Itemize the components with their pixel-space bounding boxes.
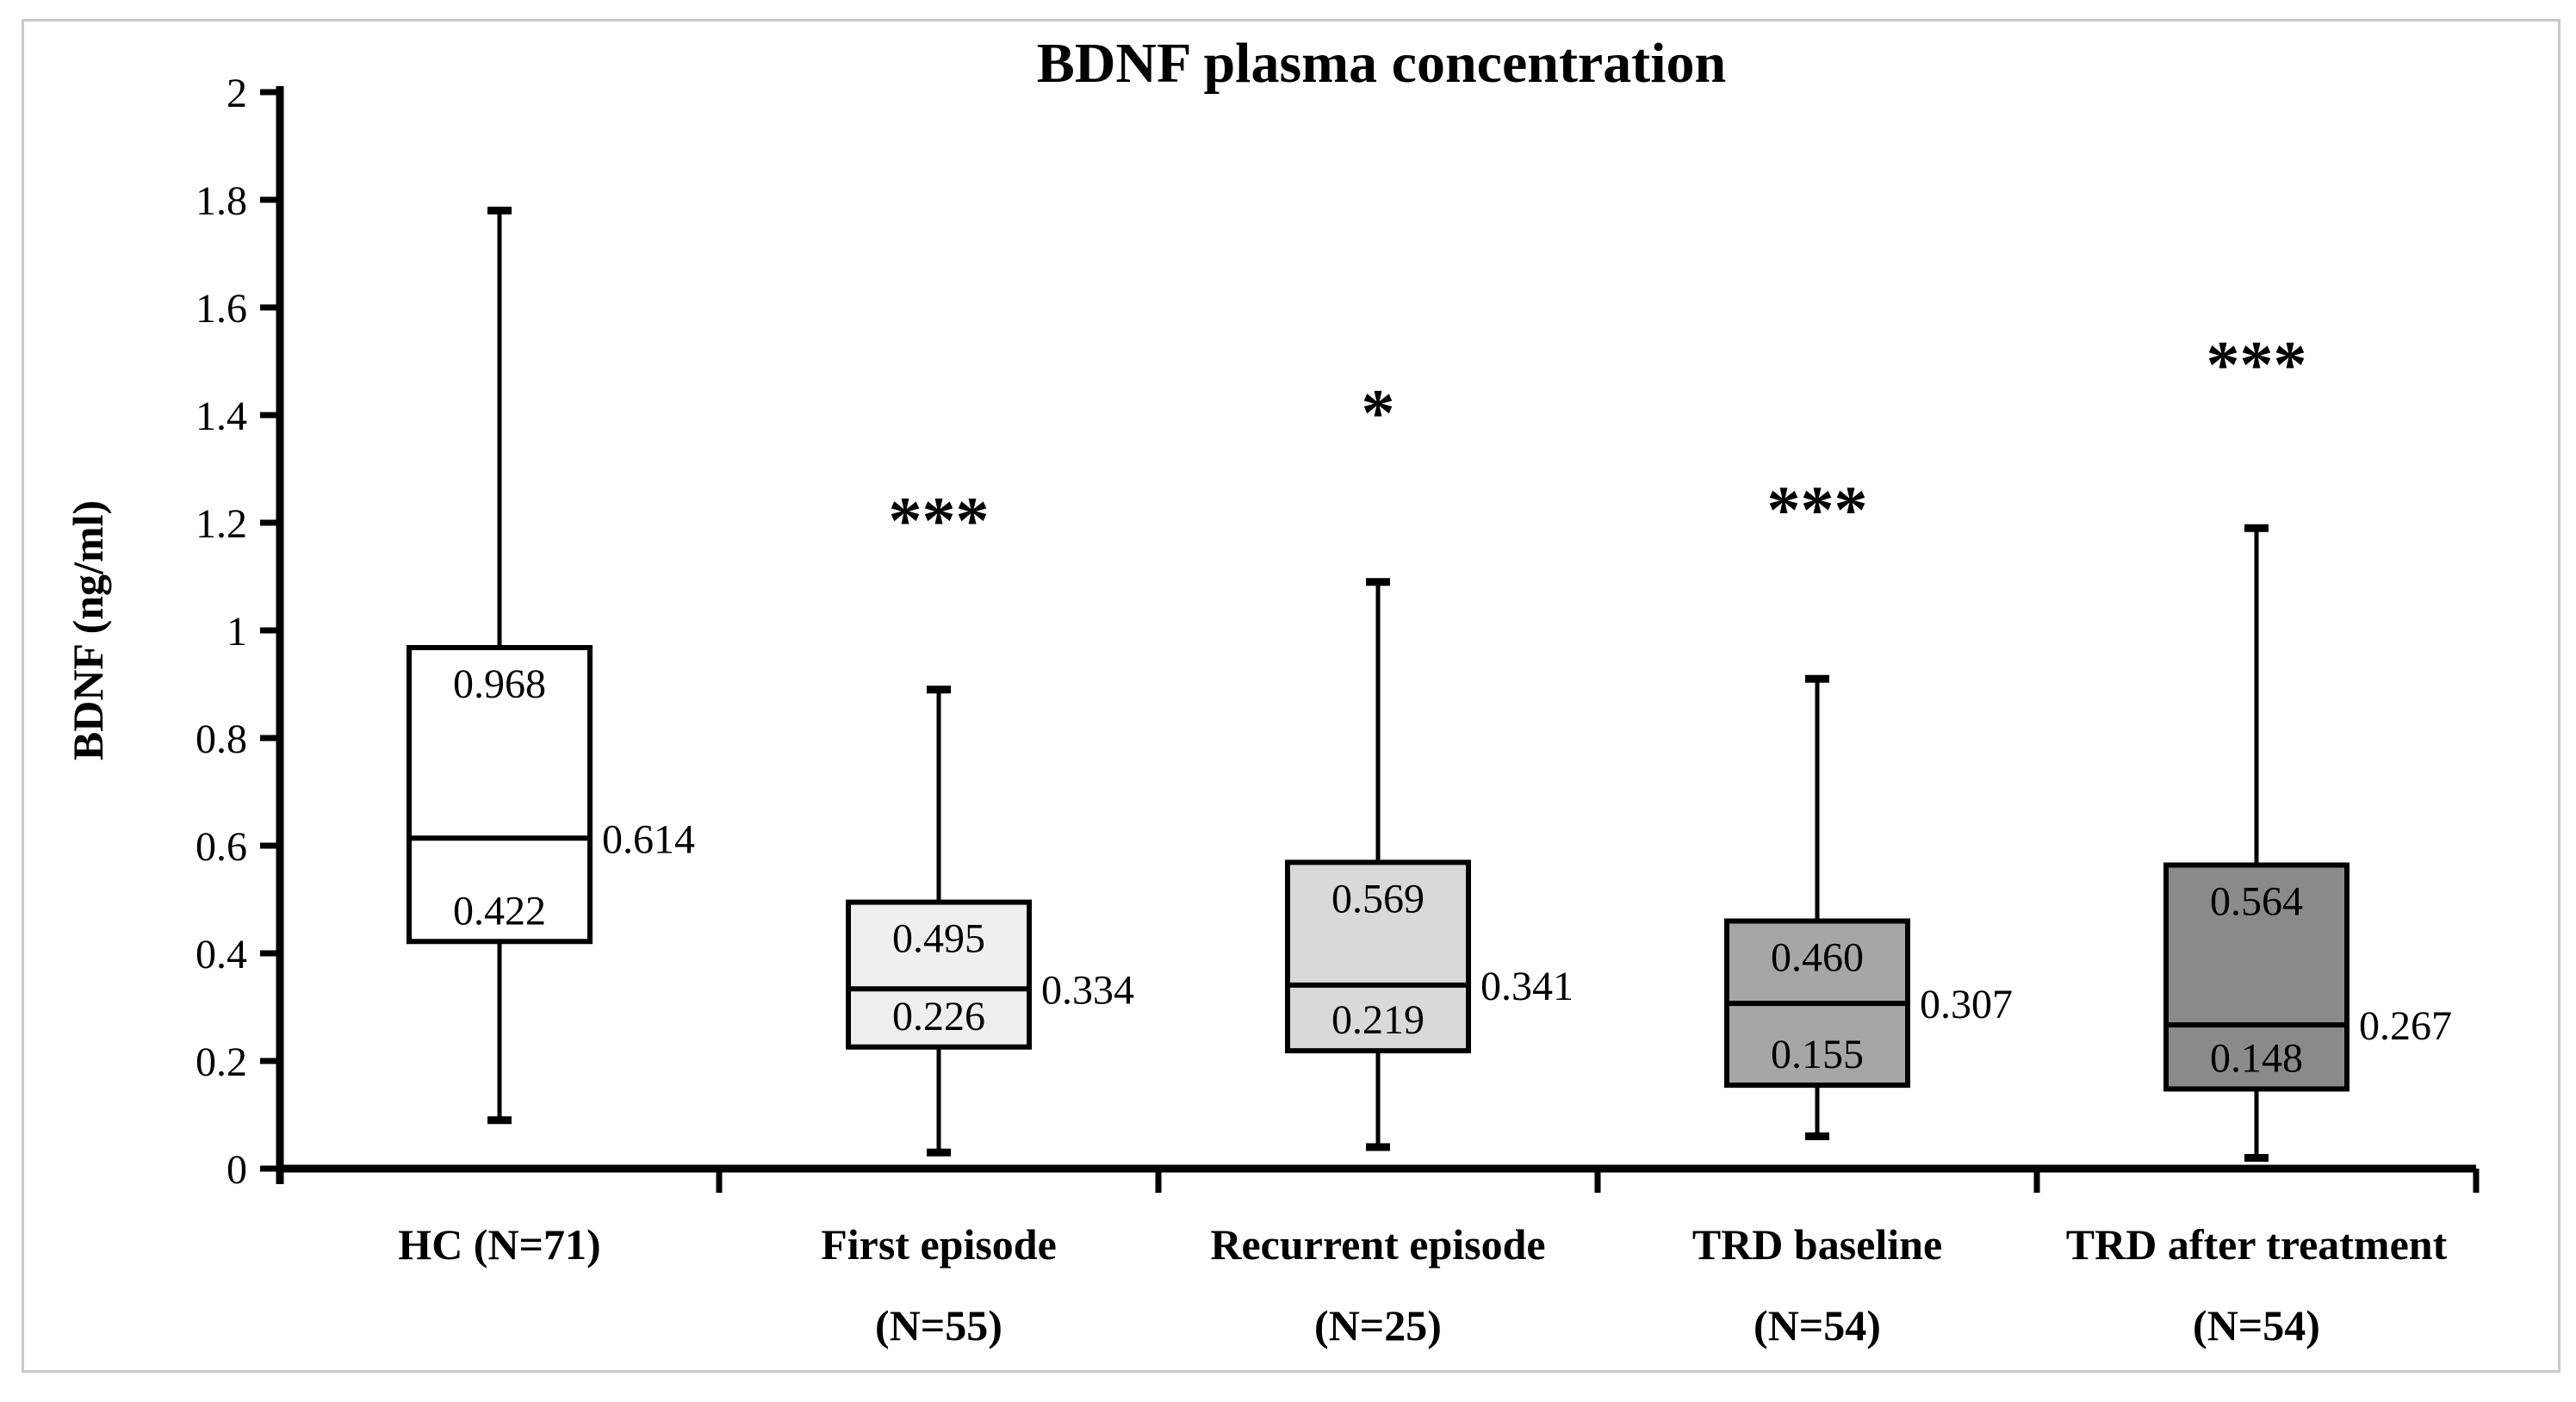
y-tick-label: 2	[227, 71, 247, 116]
category-label: TRD after treatment	[2066, 1220, 2448, 1269]
significance-marker: ***	[2207, 326, 2307, 401]
q3-label: 0.968	[453, 661, 546, 707]
category-label: HC (N=71)	[398, 1220, 600, 1269]
significance-marker: ***	[1767, 472, 1868, 547]
q1-label: 0.155	[1771, 1032, 1864, 1077]
significance-marker: *	[1362, 375, 1395, 450]
q1-label: 0.148	[2210, 1036, 2303, 1082]
q3-label: 0.495	[892, 916, 985, 962]
median-label: 0.307	[1920, 982, 2013, 1027]
chart-title: BDNF plasma concentration	[1036, 32, 1727, 95]
y-tick-label: 1.6	[196, 286, 247, 332]
y-tick-label: 0	[227, 1147, 247, 1193]
box-rect	[846, 899, 1032, 1050]
y-tick-label: 1	[227, 609, 247, 654]
median-label: 0.334	[1041, 967, 1134, 1013]
category-label: Recurrent episode	[1210, 1220, 1545, 1269]
significance-marker: ***	[889, 483, 990, 558]
q1-label: 0.226	[892, 994, 985, 1039]
q1-label: 0.422	[453, 888, 546, 934]
y-tick-label: 0.8	[196, 717, 247, 762]
y-tick-label: 0.2	[196, 1039, 247, 1085]
box-rect	[407, 645, 593, 945]
q3-label: 0.569	[1331, 876, 1425, 921]
median-label: 0.341	[1480, 964, 1574, 1009]
y-tick-label: 1.8	[196, 178, 247, 224]
box-rect	[2163, 862, 2349, 1092]
category-label: (N=55)	[875, 1301, 1002, 1349]
q3-label: 0.460	[1771, 935, 1864, 981]
median-label: 0.614	[602, 816, 695, 862]
q1-label: 0.219	[1331, 997, 1425, 1043]
y-tick-label: 0.6	[196, 824, 247, 870]
category-label: (N=54)	[1754, 1301, 1881, 1349]
category-label: TRD baseline	[1692, 1220, 1942, 1269]
q3-label: 0.564	[2210, 879, 2303, 925]
y-tick-label: 1.4	[196, 394, 247, 439]
y-tick-label: 0.4	[196, 932, 247, 977]
category-label: (N=54)	[2193, 1301, 2320, 1349]
box-rect	[1285, 859, 1471, 1054]
category-label: First episode	[821, 1220, 1057, 1269]
median-label: 0.267	[2359, 1003, 2452, 1049]
category-label: (N=25)	[1314, 1301, 1442, 1349]
y-tick-label: 1.2	[196, 501, 247, 547]
